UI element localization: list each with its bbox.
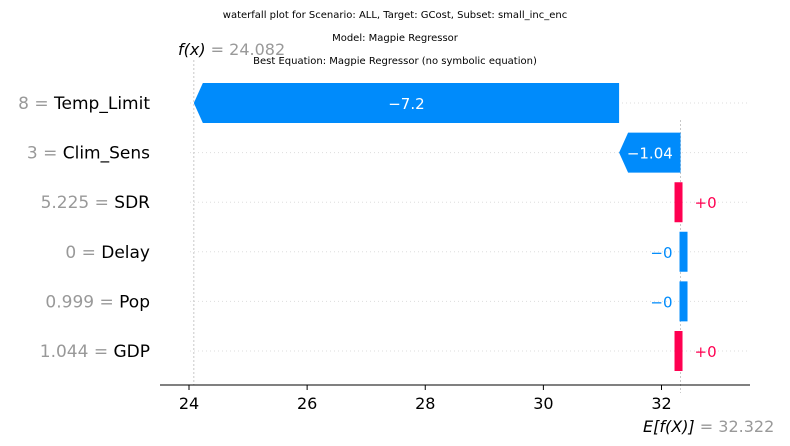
shap-value-label: −0 bbox=[650, 293, 672, 311]
feature-label: 0 = Delay bbox=[65, 243, 150, 263]
fx-value: = 24.082 bbox=[211, 40, 285, 59]
x-tick-label: 28 bbox=[415, 394, 435, 413]
base-value: = 32.322 bbox=[700, 417, 774, 436]
chart-subtitle-equation: Best Equation: Magpie Regressor (no symb… bbox=[253, 56, 537, 67]
feature-name: Pop bbox=[119, 292, 150, 312]
x-tick-label: 26 bbox=[297, 394, 317, 413]
base-symbol: E[f(X)] bbox=[643, 417, 700, 436]
feature-label: 5.225 = SDR bbox=[41, 193, 151, 213]
x-tick-label: 24 bbox=[179, 394, 199, 413]
x-tick-label: 32 bbox=[651, 394, 671, 413]
shap-value-label: −1.04 bbox=[627, 145, 673, 163]
feature-value: 3 = bbox=[27, 144, 63, 164]
feature-label: 1.044 = GDP bbox=[40, 342, 150, 362]
fx-label: f(x) = 24.082 bbox=[178, 40, 285, 59]
feature-label: 3 = Clim_Sens bbox=[27, 144, 150, 164]
feature-value: 1.044 = bbox=[40, 342, 114, 362]
shap-value-label: +0 bbox=[695, 343, 717, 361]
feature-label: 8 = Temp_Limit bbox=[18, 94, 150, 114]
feature-value: 8 = bbox=[18, 94, 54, 114]
base-value-label: E[f(X)] = 32.322 bbox=[643, 417, 774, 436]
feature-value: 5.225 = bbox=[41, 193, 115, 213]
bar-clim-sens bbox=[619, 132, 681, 173]
shap-value-label: +0 bbox=[695, 194, 717, 212]
bar-delay bbox=[679, 231, 688, 272]
shap-value-label: −0 bbox=[650, 244, 672, 262]
bar-gdp bbox=[674, 331, 683, 371]
feature-value: 0.999 = bbox=[45, 292, 119, 312]
chart-subtitle-model: Model: Magpie Regressor bbox=[332, 33, 458, 44]
feature-value: 0 = bbox=[65, 243, 101, 263]
feature-name: Clim_Sens bbox=[63, 144, 150, 164]
feature-name: GDP bbox=[113, 342, 150, 362]
feature-label: 0.999 = Pop bbox=[45, 292, 150, 312]
bar-temp-limit bbox=[193, 83, 620, 123]
shap-value-label: −7.2 bbox=[388, 95, 424, 113]
feature-name: Temp_Limit bbox=[53, 94, 150, 114]
feature-name: Delay bbox=[101, 243, 150, 263]
chart-title: waterfall plot for Scenario: ALL, Target… bbox=[222, 10, 568, 21]
x-tick-label: 30 bbox=[533, 394, 553, 413]
feature-name: SDR bbox=[114, 193, 150, 213]
bar-pop bbox=[679, 281, 688, 322]
bar-sdr bbox=[674, 182, 683, 223]
fx-symbol: f(x) bbox=[178, 40, 211, 59]
